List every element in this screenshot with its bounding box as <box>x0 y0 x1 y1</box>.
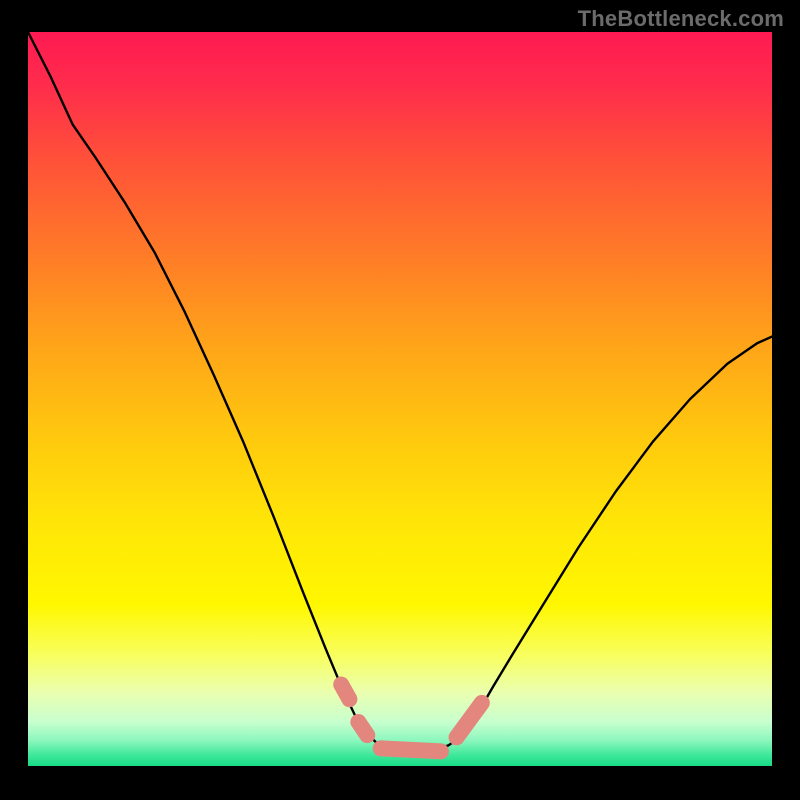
trough-marker-segment <box>358 722 367 735</box>
chart-frame: TheBottleneck.com <box>0 0 800 800</box>
bottleneck-curve-chart <box>28 32 772 766</box>
trough-marker-segment <box>341 685 349 700</box>
watermark-text: TheBottleneck.com <box>578 6 784 32</box>
trough-marker-segment <box>381 748 441 751</box>
gradient-background <box>28 32 772 766</box>
